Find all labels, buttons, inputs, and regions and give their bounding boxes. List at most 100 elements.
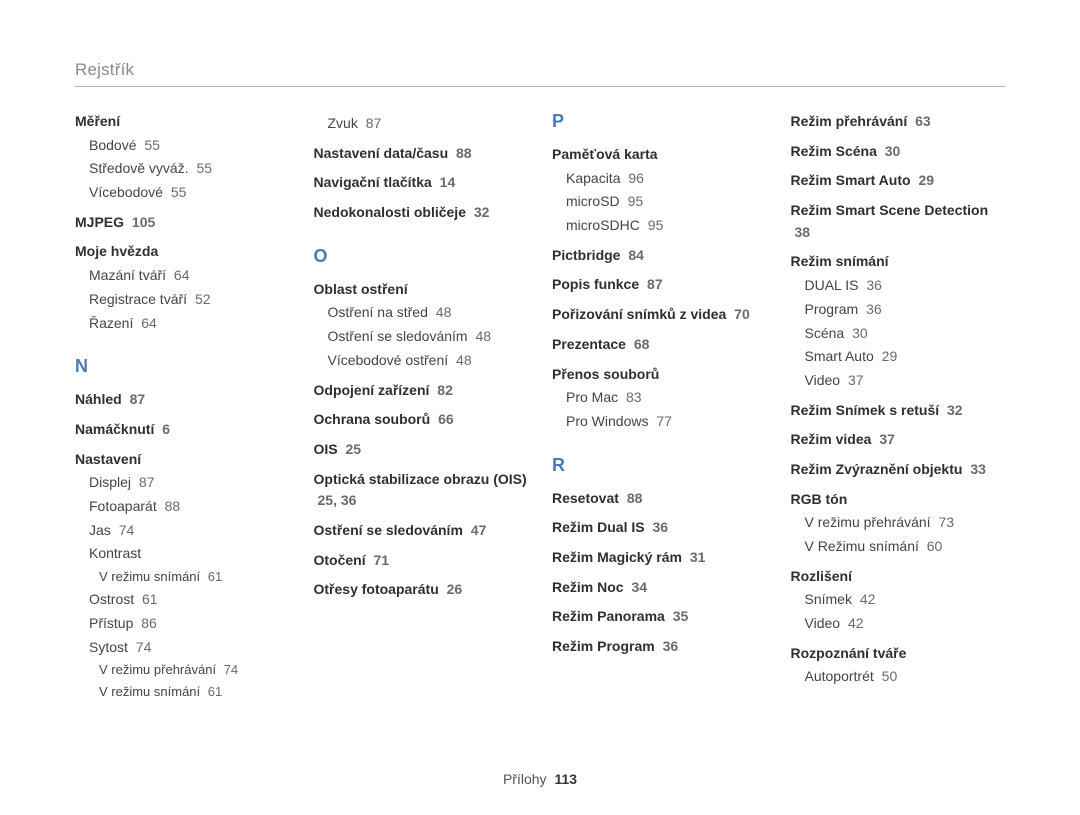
index-subentry[interactable]: V režimu snímání 61 xyxy=(75,567,290,587)
index-subentry[interactable]: Program 36 xyxy=(791,299,1006,321)
index-entry[interactable]: Režim přehrávání 63 xyxy=(791,111,1006,133)
index-subentry[interactable]: Bodové 55 xyxy=(75,135,290,157)
entry-text: MJPEG xyxy=(75,214,124,230)
entry-page: 42 xyxy=(860,591,876,607)
index-subentry[interactable]: Zvuk 87 xyxy=(314,113,529,135)
index-subentry[interactable]: Řazení 64 xyxy=(75,313,290,335)
index-entry[interactable]: Rozpoznání tváře xyxy=(791,643,1006,665)
index-entry[interactable]: Režim Zvýraznění objektu 33 xyxy=(791,459,1006,481)
entry-text: Prezentace xyxy=(552,336,626,352)
index-subentry[interactable]: Pro Windows 77 xyxy=(552,411,767,433)
index-subentry[interactable]: Snímek 42 xyxy=(791,589,1006,611)
index-subentry[interactable]: Vícebodové ostření 48 xyxy=(314,350,529,372)
index-entry[interactable]: Moje hvězda xyxy=(75,241,290,263)
index-subentry[interactable]: Kontrast xyxy=(75,543,290,565)
index-subentry[interactable]: Smart Auto 29 xyxy=(791,346,1006,368)
entry-page: 88 xyxy=(456,145,472,161)
index-entry[interactable]: Nastavení data/času 88 xyxy=(314,143,529,165)
index-subentry[interactable]: Registrace tváří 52 xyxy=(75,289,290,311)
entry-text: Ostření na střed xyxy=(328,304,428,320)
entry-page: 105 xyxy=(132,214,155,230)
entry-text: Náhled xyxy=(75,391,122,407)
entry-page: 84 xyxy=(628,247,644,263)
index-entry[interactable]: Přenos souborů xyxy=(552,364,767,386)
index-subentry[interactable]: microSDHC 95 xyxy=(552,215,767,237)
entry-text: Nedokonalosti obličeje xyxy=(314,204,466,220)
index-entry[interactable]: Ostření se sledováním 47 xyxy=(314,520,529,542)
index-entry[interactable]: Ochrana souborů 66 xyxy=(314,409,529,431)
index-entry[interactable]: Režim snímání xyxy=(791,251,1006,273)
page-footer: Přílohy 113 xyxy=(0,771,1080,787)
index-entry[interactable]: Režim Dual IS 36 xyxy=(552,517,767,539)
entry-page: 38 xyxy=(795,224,811,240)
index-subentry[interactable]: Scéna 30 xyxy=(791,323,1006,345)
index-entry[interactable]: Režim Smart Auto 29 xyxy=(791,170,1006,192)
index-subentry[interactable]: Pro Mac 83 xyxy=(552,387,767,409)
index-entry[interactable]: Pořizování snímků z videa 70 xyxy=(552,304,767,326)
index-subentry[interactable]: V režimu snímání 61 xyxy=(75,682,290,702)
divider-rule xyxy=(75,86,1005,87)
index-subentry[interactable]: V režimu přehrávání 73 xyxy=(791,512,1006,534)
index-subentry[interactable]: V Režimu snímání 60 xyxy=(791,536,1006,558)
index-entry[interactable]: Režim Noc 34 xyxy=(552,577,767,599)
entry-page: 50 xyxy=(882,668,898,684)
entry-page: 61 xyxy=(208,684,222,699)
index-subentry[interactable]: Sytost 74 xyxy=(75,637,290,659)
index-entry[interactable]: Režim Panorama 35 xyxy=(552,606,767,628)
index-entry[interactable]: Rozlišení xyxy=(791,566,1006,588)
index-subentry[interactable]: Vícebodové 55 xyxy=(75,182,290,204)
entry-text: Bodové xyxy=(89,137,136,153)
index-subentry[interactable]: DUAL IS 36 xyxy=(791,275,1006,297)
index-entry[interactable]: Resetovat 88 xyxy=(552,488,767,510)
entry-text: Ochrana souborů xyxy=(314,411,431,427)
index-entry[interactable]: Režim Smart Scene Detection 38 xyxy=(791,200,1006,243)
index-subentry[interactable]: Displej 87 xyxy=(75,472,290,494)
index-subentry[interactable]: Mazání tváří 64 xyxy=(75,265,290,287)
index-subentry[interactable]: Kapacita 96 xyxy=(552,168,767,190)
index-subentry[interactable]: Fotoaparát 88 xyxy=(75,496,290,518)
index-entry[interactable]: Režim Program 36 xyxy=(552,636,767,658)
index-entry[interactable]: Prezentace 68 xyxy=(552,334,767,356)
index-entry[interactable]: Namáčknutí 6 xyxy=(75,419,290,441)
index-entry[interactable]: Popis funkce 87 xyxy=(552,274,767,296)
index-entry[interactable]: Navigační tlačítka 14 xyxy=(314,172,529,194)
entry-text: Otočení xyxy=(314,552,366,568)
index-subentry[interactable]: V režimu přehrávání 74 xyxy=(75,660,290,680)
index-entry[interactable]: Režim Magický rám 31 xyxy=(552,547,767,569)
index-entry[interactable]: Paměťová karta xyxy=(552,144,767,166)
breadcrumb: Rejstřík xyxy=(75,60,1005,80)
entry-text: Režim Program xyxy=(552,638,655,654)
index-subentry[interactable]: Přístup 86 xyxy=(75,613,290,635)
index-subentry[interactable]: Ostření se sledováním 48 xyxy=(314,326,529,348)
entry-page: 74 xyxy=(136,639,152,655)
index-entry[interactable]: Nastavení xyxy=(75,449,290,471)
index-subentry[interactable]: Ostření na střed 48 xyxy=(314,302,529,324)
index-subentry[interactable]: Autoportrét 50 xyxy=(791,666,1006,688)
entry-text: Program xyxy=(805,301,859,317)
index-entry[interactable]: RGB tón xyxy=(791,489,1006,511)
entry-text: Režim Smart Auto xyxy=(791,172,911,188)
index-subentry[interactable]: Jas 74 xyxy=(75,520,290,542)
index-subentry[interactable]: Video 37 xyxy=(791,370,1006,392)
index-entry[interactable]: Pictbridge 84 xyxy=(552,245,767,267)
index-entry[interactable]: OIS 25 xyxy=(314,439,529,461)
index-entry[interactable]: Režim Snímek s retuší 32 xyxy=(791,400,1006,422)
index-entry[interactable]: Otočení 71 xyxy=(314,550,529,572)
index-entry[interactable]: Optická stabilizace obrazu (OIS) 25, 36 xyxy=(314,469,529,512)
index-entry[interactable]: Režim Scéna 30 xyxy=(791,141,1006,163)
index-entry[interactable]: Oblast ostření xyxy=(314,279,529,301)
index-subentry[interactable]: Ostrost 61 xyxy=(75,589,290,611)
index-entry[interactable]: Měření xyxy=(75,111,290,133)
entry-text: V režimu snímání xyxy=(99,684,200,699)
index-subentry[interactable]: Středově vyváž. 55 xyxy=(75,158,290,180)
index-entry[interactable]: Náhled 87 xyxy=(75,389,290,411)
index-entry[interactable]: Režim videa 37 xyxy=(791,429,1006,451)
index-entry[interactable]: MJPEG 105 xyxy=(75,212,290,234)
entry-page: 6 xyxy=(162,421,170,437)
index-entry[interactable]: Nedokonalosti obličeje 32 xyxy=(314,202,529,224)
entry-text: Režim Magický rám xyxy=(552,549,682,565)
index-subentry[interactable]: microSD 95 xyxy=(552,191,767,213)
index-subentry[interactable]: Video 42 xyxy=(791,613,1006,635)
index-entry[interactable]: Odpojení zařízení 82 xyxy=(314,380,529,402)
index-entry[interactable]: Otřesy fotoaparátu 26 xyxy=(314,579,529,601)
